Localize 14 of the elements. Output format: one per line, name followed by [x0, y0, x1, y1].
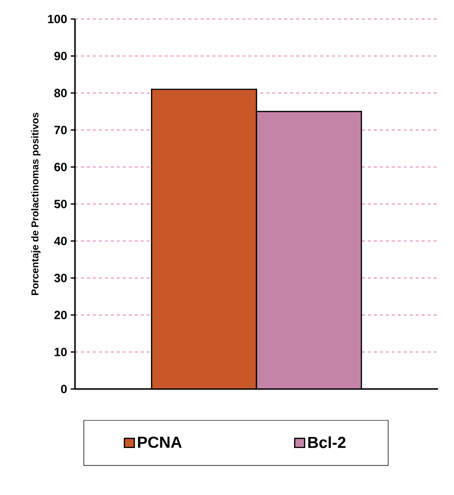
y-tick-label: 10	[54, 348, 67, 356]
y-tick-label: 40	[54, 236, 67, 246]
y-tick-label: 80	[54, 88, 67, 98]
y-axis-title: Porcentaje de Prolactinomas positivos	[31, 112, 40, 295]
y-tick-label: 70	[54, 126, 67, 134]
y-tick-label: 50	[54, 200, 67, 208]
y-tick-label: 90	[54, 52, 67, 60]
y-tick-label: 30	[54, 274, 67, 282]
legend-label: Bcl-2	[308, 436, 346, 448]
legend-label: PCNA	[138, 436, 182, 448]
y-tick-label: 0	[61, 384, 67, 394]
y-tick-label: 100	[48, 14, 67, 24]
y-tick-label: 20	[54, 310, 67, 320]
y-tick-label: 60	[54, 162, 67, 172]
